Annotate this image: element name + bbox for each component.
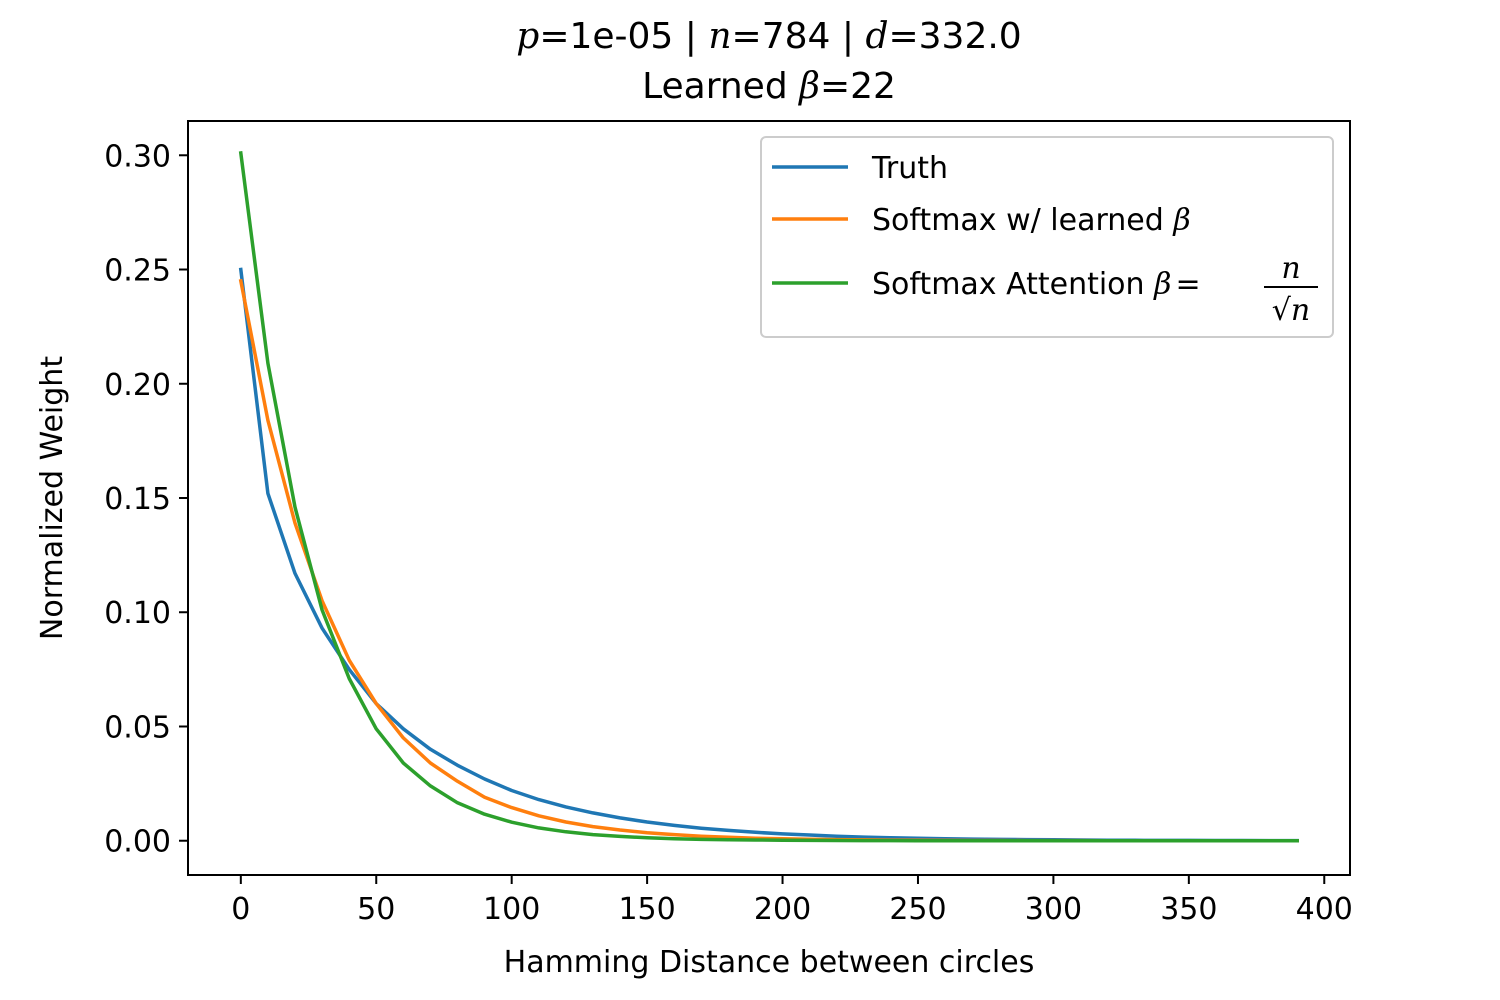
x-tick-label: 300 (1025, 892, 1082, 927)
x-tick-label: 150 (618, 892, 675, 927)
x-axis-ticks: 0 50 100 150 200 250 300 350 400 (231, 875, 1353, 927)
y-axis-label: Normalized Weight (35, 356, 70, 640)
y-tick-label: 0.20 (104, 368, 171, 403)
x-tick-label: 50 (357, 892, 395, 927)
legend-label-learned: Softmax w/ learned β (872, 203, 1191, 238)
title-part: =1e-05 | (539, 16, 708, 57)
chart-title-line1: p=1e-05 | n=784 | d=332.0 (516, 16, 1021, 57)
series-group (238, 151, 1299, 843)
x-axis-label: Hamming Distance between circles (504, 945, 1035, 980)
x-tick-label: 200 (754, 892, 811, 927)
y-tick-label: 0.05 (104, 710, 171, 745)
x-tick-label: 100 (483, 892, 540, 927)
legend-fraction-denominator: √n (1272, 293, 1310, 328)
title-part: n (708, 16, 731, 57)
legend: Truth Softmax w/ learned β Softmax Atten… (760, 136, 1334, 338)
legend-fraction-numerator: n (1281, 251, 1300, 286)
title-part: d (865, 16, 888, 57)
y-tick-label: 0.30 (104, 139, 171, 174)
title-part: β (797, 66, 820, 107)
y-axis-ticks: 0.00 0.05 0.10 0.15 0.20 0.25 0.30 (104, 139, 188, 860)
title-part: =332.0 (888, 16, 1021, 57)
x-tick-label: 350 (1160, 892, 1217, 927)
y-tick-label: 0.15 (104, 482, 171, 517)
title-part: p (516, 16, 539, 57)
y-tick-label: 0.25 (104, 254, 171, 289)
title-part: =784 | (732, 16, 866, 57)
series-line-attention (238, 151, 1299, 843)
series-line-truth (238, 267, 1299, 843)
title-part: Learned (642, 66, 799, 107)
chart-title-line2: Learned β=22 (642, 66, 896, 107)
legend-label-attention: Softmax Attention β = (872, 267, 1201, 302)
y-tick-label: 0.00 (104, 825, 171, 860)
title-part: =22 (820, 66, 896, 107)
x-tick-label: 250 (889, 892, 946, 927)
legend-box (760, 136, 1334, 338)
legend-label-truth: Truth (871, 151, 948, 186)
x-tick-label: 400 (1296, 892, 1353, 927)
y-tick-label: 0.10 (104, 596, 171, 631)
x-tick-label: 0 (231, 892, 250, 927)
